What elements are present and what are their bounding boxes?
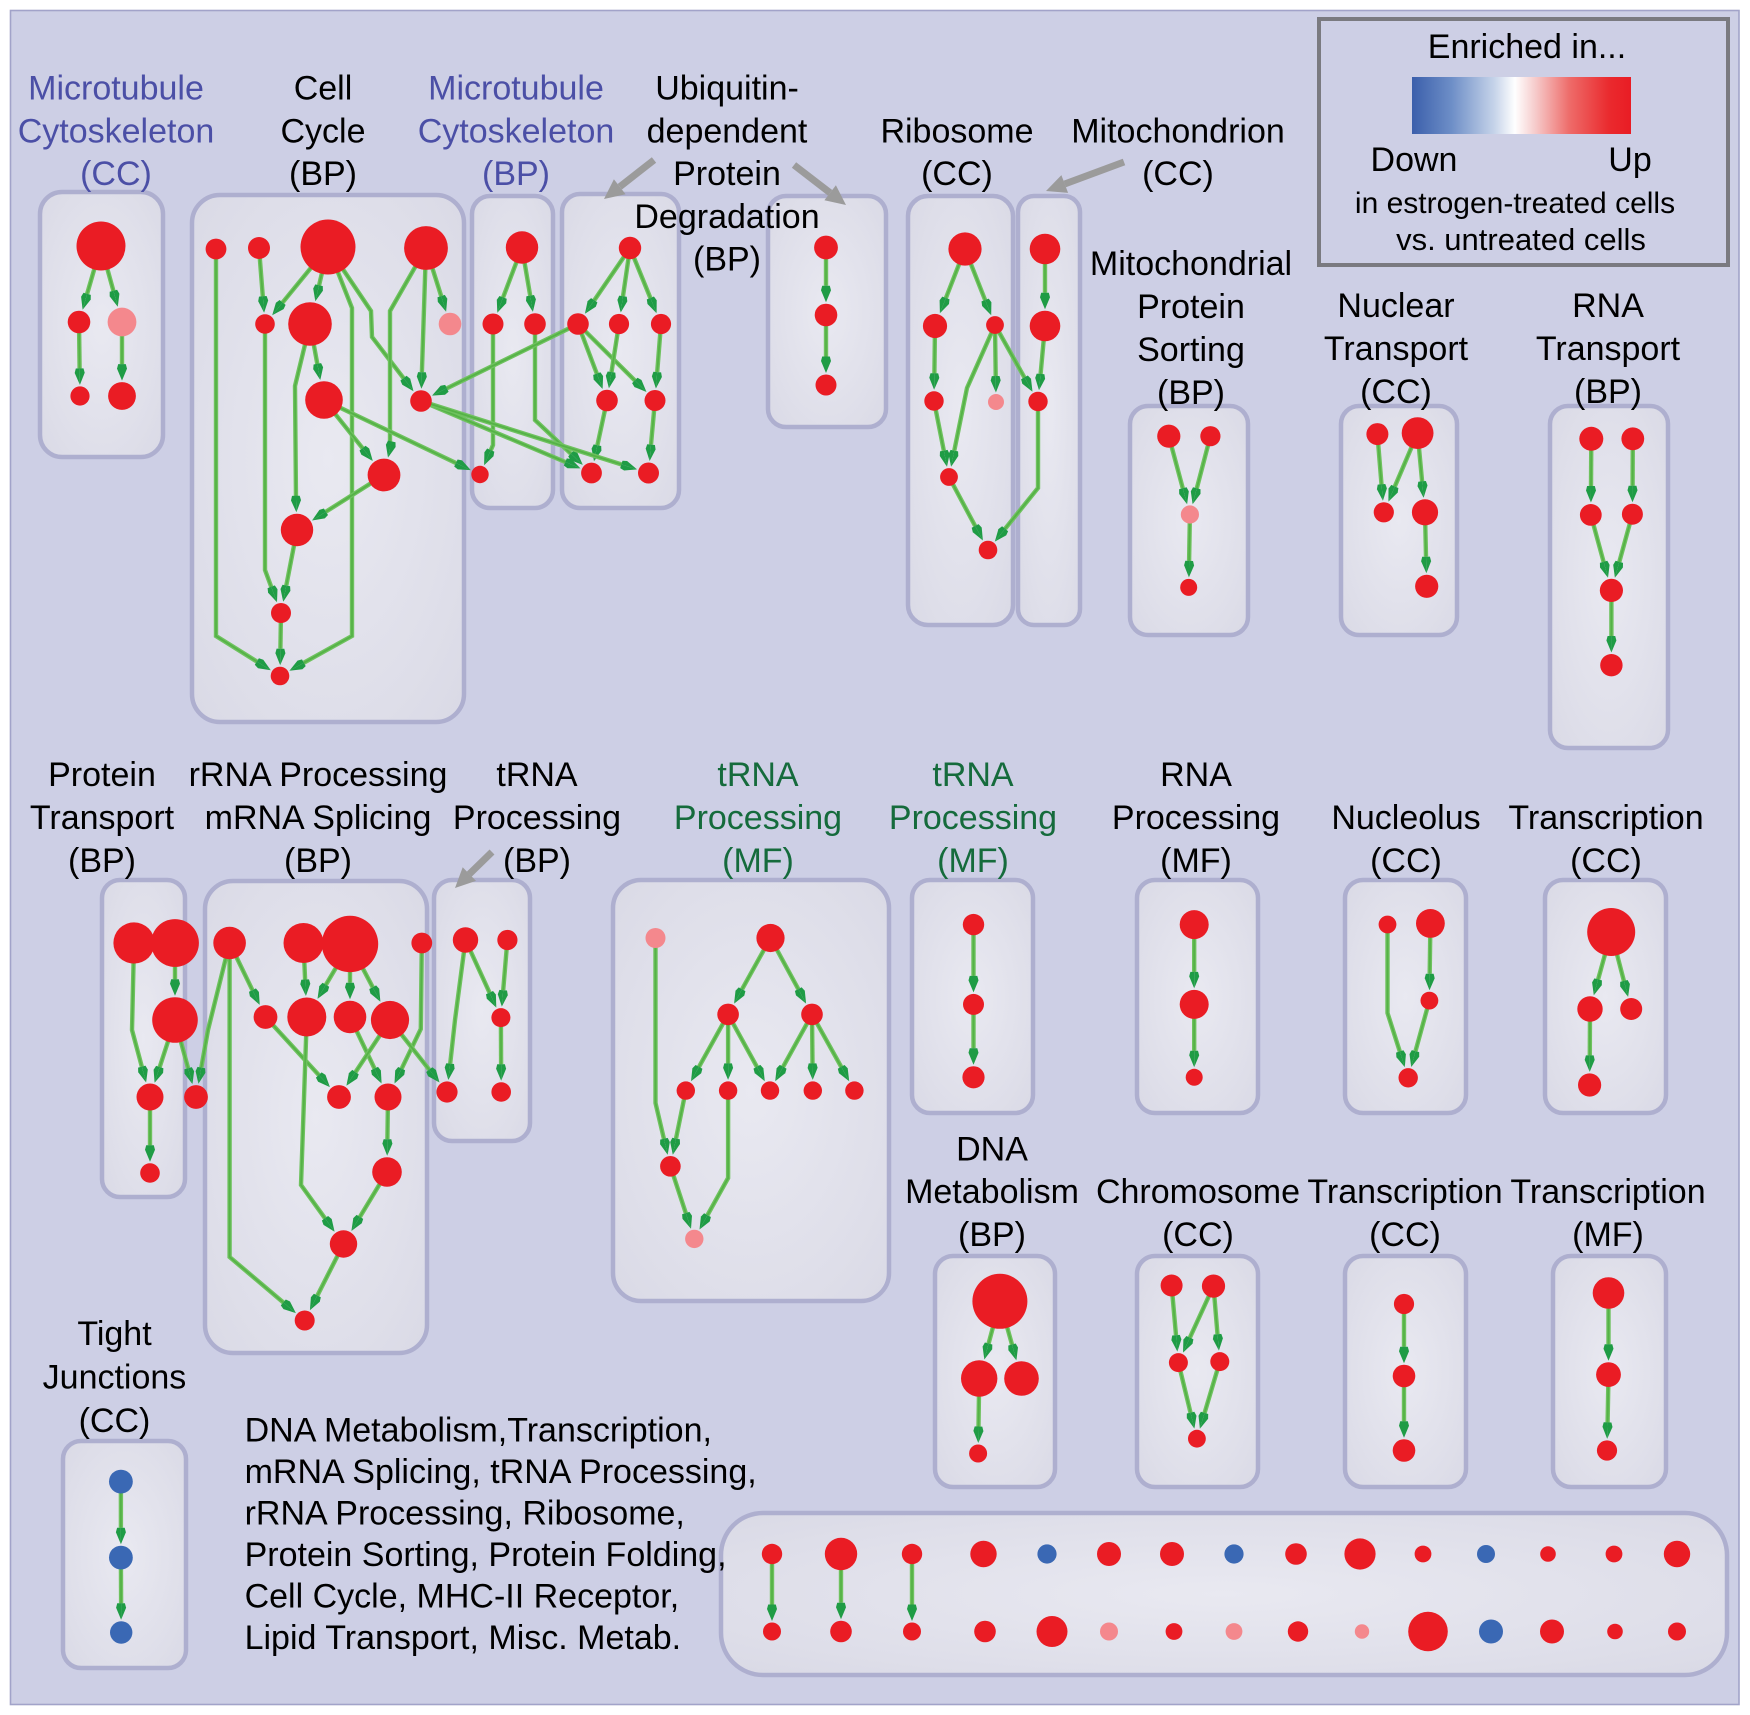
svg-text:(CC): (CC) <box>1370 842 1442 880</box>
svg-text:(CC): (CC) <box>1142 155 1214 193</box>
svg-text:tRNA: tRNA <box>932 756 1014 794</box>
svg-text:DNA Metabolism,Transcription,: DNA Metabolism,Transcription, <box>245 1412 712 1450</box>
svg-text:(BP): (BP) <box>482 155 550 193</box>
svg-text:Cytoskeleton: Cytoskeleton <box>18 112 215 150</box>
svg-text:Ubiquitin-: Ubiquitin- <box>655 70 799 108</box>
svg-text:(BP): (BP) <box>693 241 761 279</box>
svg-text:dependent: dependent <box>647 112 808 150</box>
svg-text:Sorting: Sorting <box>1137 331 1245 369</box>
svg-text:Nuclear: Nuclear <box>1337 287 1454 325</box>
svg-text:(BP): (BP) <box>958 1216 1026 1254</box>
svg-text:DNA: DNA <box>956 1131 1028 1169</box>
svg-text:Processing: Processing <box>674 799 842 837</box>
svg-text:rRNA Processing, Ribosome,: rRNA Processing, Ribosome, <box>245 1495 685 1533</box>
svg-text:Ribosome: Ribosome <box>880 112 1033 150</box>
svg-text:Transcription: Transcription <box>1508 799 1703 837</box>
svg-text:Microtubule: Microtubule <box>428 70 604 108</box>
svg-text:Mitochondrion: Mitochondrion <box>1071 112 1285 150</box>
svg-text:(BP): (BP) <box>289 155 357 193</box>
svg-text:(MF): (MF) <box>1160 842 1232 880</box>
svg-text:(CC): (CC) <box>921 155 993 193</box>
svg-text:Cell Cycle, MHC-II Receptor,: Cell Cycle, MHC-II Receptor, <box>245 1578 680 1616</box>
svg-text:(CC): (CC) <box>1570 842 1642 880</box>
svg-text:Protein: Protein <box>673 155 781 193</box>
svg-text:Degradation: Degradation <box>634 198 819 236</box>
svg-text:Junctions: Junctions <box>43 1359 187 1397</box>
svg-text:tRNA: tRNA <box>717 756 799 794</box>
svg-text:vs. untreated cells: vs. untreated cells <box>1396 222 1646 257</box>
svg-text:(BP): (BP) <box>284 842 352 880</box>
svg-text:Cycle: Cycle <box>280 112 365 150</box>
svg-text:Down: Down <box>1371 141 1458 179</box>
svg-text:(MF): (MF) <box>937 842 1009 880</box>
svg-text:Processing: Processing <box>889 799 1057 837</box>
svg-text:(BP): (BP) <box>1157 374 1225 412</box>
svg-text:Transport: Transport <box>1324 330 1469 368</box>
svg-text:mRNA Splicing, tRNA Processing: mRNA Splicing, tRNA Processing, <box>245 1453 757 1491</box>
svg-text:Metabolism: Metabolism <box>905 1173 1079 1211</box>
svg-text:(BP): (BP) <box>503 842 571 880</box>
svg-text:Tight: Tight <box>77 1315 152 1353</box>
svg-text:Protein: Protein <box>1137 288 1245 326</box>
svg-text:Chromosome: Chromosome <box>1096 1173 1300 1211</box>
svg-text:Mitochondrial: Mitochondrial <box>1090 245 1292 283</box>
svg-text:(MF): (MF) <box>722 842 794 880</box>
svg-text:(CC): (CC) <box>80 155 152 193</box>
svg-text:(BP): (BP) <box>68 842 136 880</box>
svg-text:RNA: RNA <box>1160 756 1232 794</box>
svg-text:Processing: Processing <box>453 799 621 837</box>
svg-text:tRNA: tRNA <box>496 756 578 794</box>
svg-text:Cytoskeleton: Cytoskeleton <box>418 112 615 150</box>
svg-text:Lipid Transport, Misc. Metab.: Lipid Transport, Misc. Metab. <box>245 1619 682 1657</box>
svg-text:(MF): (MF) <box>1572 1216 1644 1254</box>
svg-text:(CC): (CC) <box>1369 1216 1441 1254</box>
svg-text:(CC): (CC) <box>79 1402 151 1440</box>
svg-text:Processing: Processing <box>1112 799 1280 837</box>
svg-text:(CC): (CC) <box>1162 1216 1234 1254</box>
svg-text:Transcription: Transcription <box>1510 1173 1705 1211</box>
svg-text:Transport: Transport <box>30 799 175 837</box>
svg-text:Protein Sorting, Protein Foldi: Protein Sorting, Protein Folding, <box>245 1536 727 1574</box>
svg-text:Cell: Cell <box>294 70 353 108</box>
svg-text:mRNA Splicing: mRNA Splicing <box>205 799 432 837</box>
svg-text:Nucleolus: Nucleolus <box>1331 799 1480 837</box>
svg-text:(CC): (CC) <box>1360 373 1432 411</box>
svg-text:in estrogen-treated cells: in estrogen-treated cells <box>1355 187 1675 220</box>
svg-text:RNA: RNA <box>1572 287 1644 325</box>
svg-text:Enriched in...: Enriched in... <box>1428 28 1626 66</box>
svg-text:rRNA Processing: rRNA Processing <box>189 756 448 794</box>
svg-text:Up: Up <box>1608 141 1651 179</box>
svg-text:Transcription: Transcription <box>1307 1173 1502 1211</box>
svg-text:Protein: Protein <box>48 756 156 794</box>
svg-text:(BP): (BP) <box>1574 373 1642 411</box>
svg-text:Transport: Transport <box>1536 330 1681 368</box>
svg-text:Microtubule: Microtubule <box>28 70 204 108</box>
